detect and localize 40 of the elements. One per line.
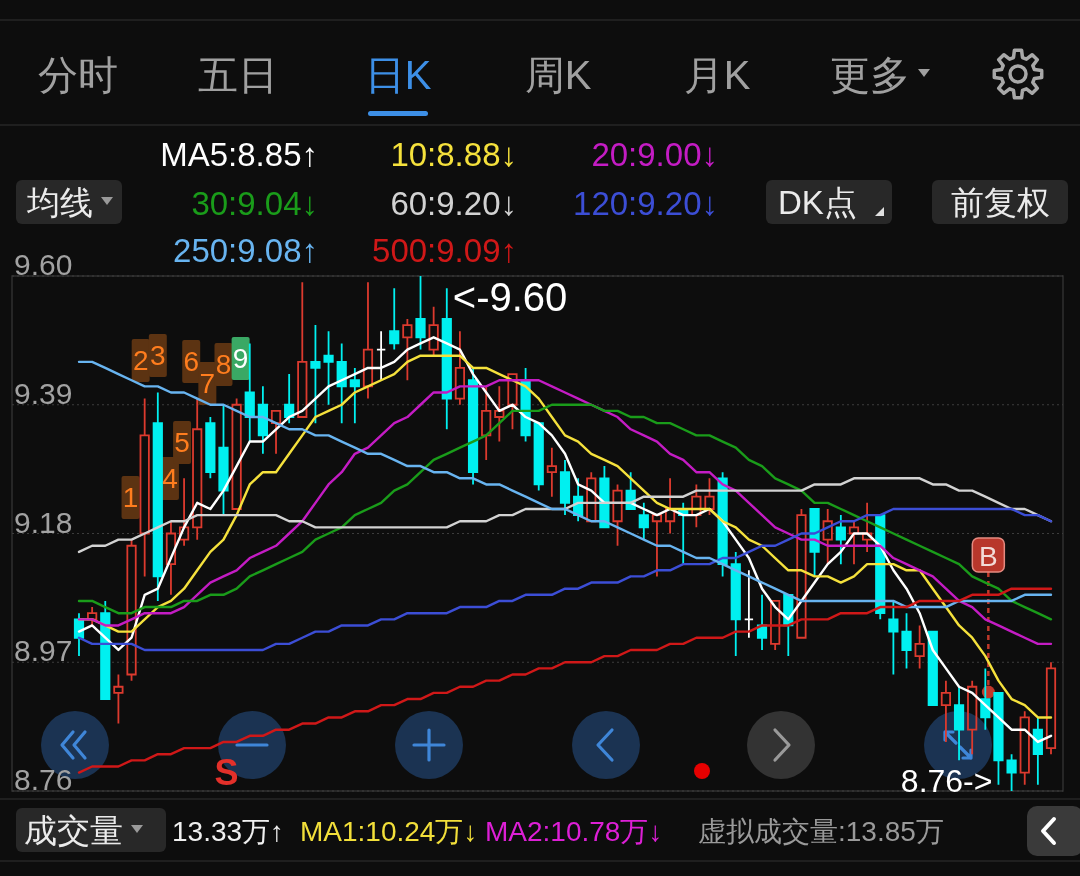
text: 虚拟成交量:13.85万 — [698, 815, 944, 847]
annotation: 6 — [183, 345, 200, 377]
text: 120:9.20↓ — [573, 184, 718, 222]
text: 更多 — [830, 53, 910, 97]
text: 成交量 — [24, 811, 123, 849]
annotation: 1 — [122, 481, 139, 513]
annotation: <-9.60 — [452, 275, 568, 319]
text: 13.33万↑ — [172, 815, 285, 847]
annotation: 8.76-> — [900, 763, 993, 799]
text: MA2:10.78万↓ — [485, 815, 663, 847]
text: 分时 — [38, 53, 118, 97]
annotation: 4 — [162, 462, 178, 494]
annotation: 5 — [174, 426, 190, 458]
annotation: 3 — [150, 339, 166, 371]
annotation: S — [214, 751, 239, 793]
text: 10:8.88↓ — [390, 135, 517, 173]
annotation: B — [978, 540, 998, 572]
y-tick-label: 9.60 — [14, 248, 73, 281]
annotation: 2 — [132, 344, 149, 376]
annotation: 7 — [199, 367, 216, 399]
text: 250:9.08↑ — [173, 231, 318, 269]
text: 20:9.00↓ — [591, 135, 718, 173]
y-tick-label: 9.18 — [14, 505, 73, 539]
y-tick-label: 8.76 — [14, 763, 73, 796]
annotation: 9 — [232, 342, 249, 374]
y-tick-label: 8.97 — [14, 634, 73, 668]
text: 均线 — [26, 183, 93, 221]
text: 月K — [683, 53, 751, 97]
text: 前复权 — [950, 183, 1050, 221]
text: MA5:8.85↑ — [160, 135, 318, 173]
text: DK点 — [778, 183, 857, 221]
text: 日K — [364, 53, 432, 97]
text: 周K — [524, 53, 592, 97]
text: 五日 — [198, 53, 278, 97]
text: 30:9.04↓ — [191, 184, 318, 222]
text: 500:9.09↑ — [372, 231, 517, 269]
annotation: 8 — [215, 348, 232, 380]
text: 60:9.20↓ — [390, 184, 517, 222]
y-tick-label: 9.39 — [14, 376, 73, 410]
text: MA1:10.24万↓ — [300, 815, 478, 847]
